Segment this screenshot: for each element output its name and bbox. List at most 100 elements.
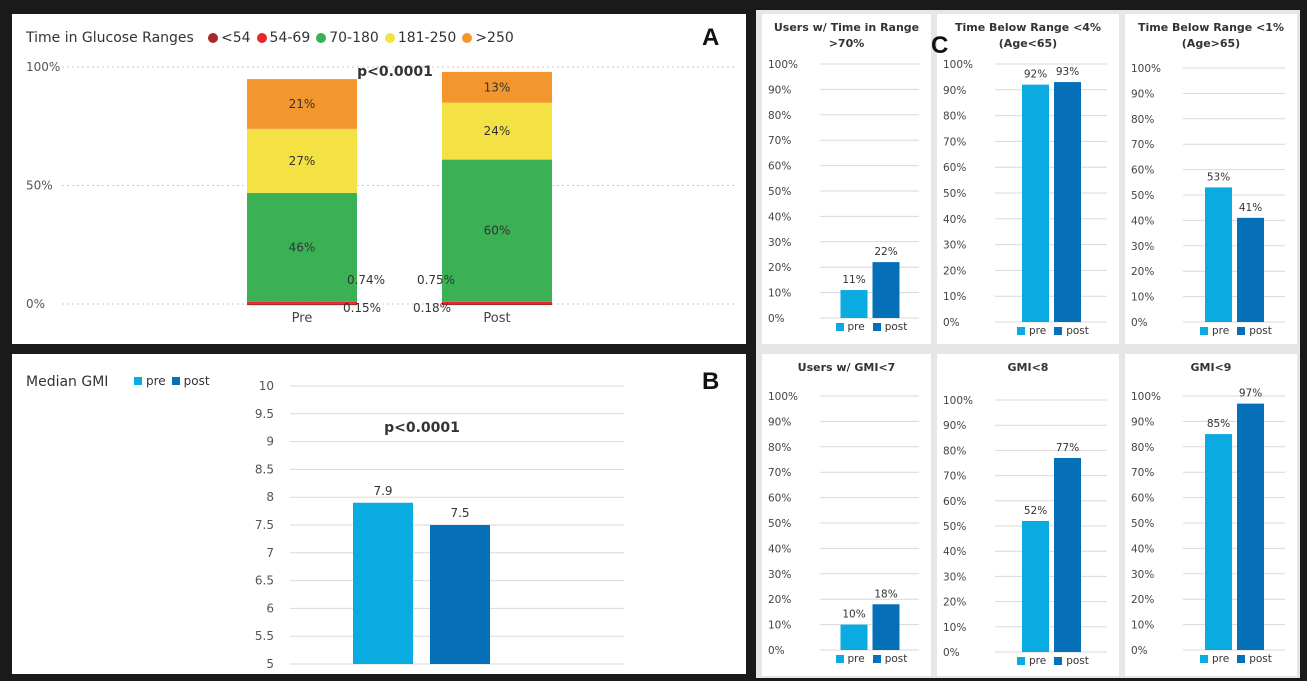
y-tick-label: 90% bbox=[768, 416, 791, 428]
mini-chart-plot: 100% 90% 80% 70% 60% 50% 40% 30% 20% 10% 0% 53% 41% bbox=[1131, 63, 1285, 329]
legend-label: pre bbox=[1029, 655, 1047, 667]
y-tick-label: 80% bbox=[768, 110, 791, 122]
legend-dot-icon bbox=[256, 33, 267, 43]
y-tick-label: 40% bbox=[943, 214, 966, 226]
y-tick-label: 30% bbox=[1131, 569, 1154, 581]
stack-segment bbox=[247, 192, 357, 302]
y-tick-label: 60% bbox=[768, 161, 791, 173]
y-tick-label: 70% bbox=[1131, 467, 1154, 479]
legend-label: <54 bbox=[221, 30, 251, 46]
y-tick-label: 0% bbox=[26, 297, 45, 311]
y-tick-label: 10% bbox=[768, 620, 791, 632]
legend-swatch-icon bbox=[872, 323, 881, 331]
y-tick-label: 100% bbox=[943, 395, 973, 407]
legend-label: post bbox=[1066, 325, 1089, 337]
legend-item: post bbox=[171, 374, 210, 388]
panel-a: Time in Glucose Ranges <54 54-69 70-180 181… bbox=[12, 14, 746, 344]
y-tick-label: 30% bbox=[1131, 241, 1154, 253]
stack-segment bbox=[247, 128, 357, 193]
legend-swatch-icon bbox=[134, 377, 142, 385]
y-tick-label: 70% bbox=[768, 467, 791, 479]
y-tick-label: 30% bbox=[768, 569, 791, 581]
legend-label: 181-250 bbox=[397, 30, 457, 46]
y-tick-label: 30% bbox=[768, 237, 791, 249]
y-tick-label: 40% bbox=[768, 211, 791, 223]
legend-swatch-icon bbox=[872, 655, 881, 663]
y-tick-label: 80% bbox=[768, 442, 791, 454]
legend-label: post bbox=[1066, 655, 1089, 667]
mini-chart-title: GMI<9 bbox=[1190, 361, 1232, 374]
p-value-annotation: p<0.0001 bbox=[357, 64, 433, 80]
y-tick-label: 50% bbox=[26, 179, 53, 193]
y-tick-label: 6.5 bbox=[255, 574, 274, 588]
legend-label: 70-180 bbox=[329, 30, 379, 46]
mini-chart-legend: pre post bbox=[1017, 655, 1097, 667]
y-tick-label: 7.5 bbox=[255, 518, 274, 532]
bar bbox=[840, 624, 868, 650]
stack-segment bbox=[442, 71, 552, 103]
y-tick-label: 80% bbox=[1131, 442, 1154, 454]
bar bbox=[1022, 84, 1049, 322]
y-tick-label: 8.5 bbox=[255, 462, 274, 476]
panel-b-legend: pre post bbox=[134, 374, 216, 388]
y-tick-label: 6 bbox=[266, 601, 274, 615]
y-tick-label: 0% bbox=[768, 313, 785, 325]
y-tick-label: 50% bbox=[1131, 518, 1154, 530]
y-tick-label: 0% bbox=[1131, 317, 1148, 329]
mini-chart-legend: pre post bbox=[1017, 325, 1097, 337]
y-tick-label: 100% bbox=[1131, 391, 1161, 403]
legend-item: post bbox=[1054, 325, 1089, 337]
p-value-annotation: p<0.0001 bbox=[384, 420, 460, 436]
y-tick-label: 0% bbox=[943, 647, 960, 659]
y-tick-label: 20% bbox=[1131, 266, 1154, 278]
legend-swatch-icon bbox=[1017, 657, 1025, 665]
data-label: 0.15% bbox=[343, 301, 381, 315]
stack-segment bbox=[247, 301, 357, 304]
y-tick-label: 90% bbox=[1131, 416, 1154, 428]
y-tick-label: 60% bbox=[768, 493, 791, 505]
y-tick-label: 50% bbox=[943, 188, 966, 200]
panel-b: Median GMI pre post B 10 9.5 9 8.5 8 7.5 7 6.5 6 5… bbox=[12, 354, 746, 674]
mini-chart-title: Time Below Range <1% bbox=[1138, 21, 1284, 34]
data-label: 24% bbox=[484, 124, 511, 138]
legend-label: post bbox=[884, 321, 908, 333]
legend-label: post bbox=[183, 374, 210, 388]
legend-item: pre bbox=[835, 321, 865, 333]
mini-chart-c1: Users w/ Time in Range >70% 100% 90% 80% 70% 6… bbox=[762, 14, 931, 344]
y-tick-label: 90% bbox=[943, 85, 966, 97]
data-label: 0.18% bbox=[413, 301, 451, 315]
data-label: 93% bbox=[1056, 66, 1079, 78]
bar bbox=[840, 290, 868, 318]
panel-b-chart: 10 9.5 9 8.5 8 7.5 7 6.5 6 5.5 5 7.9 7.5 p<0.0001 bbox=[255, 379, 624, 671]
y-tick-label: 20% bbox=[768, 262, 791, 274]
y-tick-label: 0% bbox=[1131, 645, 1148, 657]
data-label: 7.9 bbox=[373, 484, 392, 498]
mini-chart-title: Time Below Range <4% bbox=[955, 21, 1101, 34]
legend-item: pre bbox=[134, 374, 166, 388]
mini-chart-plot: 100% 90% 80% 70% 60% 50% 40% 30% 20% 10% 0% 92% 93% bbox=[943, 59, 1107, 329]
y-tick-label: 60% bbox=[943, 162, 966, 174]
legend-item: post bbox=[1237, 653, 1272, 665]
legend-swatch-icon bbox=[1200, 655, 1208, 663]
y-tick-label: 50% bbox=[768, 186, 791, 198]
mini-chart-title: >70% bbox=[828, 37, 865, 50]
y-tick-label: 30% bbox=[943, 240, 966, 252]
y-tick-label: 60% bbox=[1131, 165, 1154, 177]
y-tick-label: 10% bbox=[768, 288, 791, 300]
y-tick-label: 7 bbox=[266, 546, 274, 560]
legend-item: pre bbox=[1200, 653, 1229, 665]
legend-swatch-icon bbox=[835, 655, 844, 663]
mini-chart-legend: pre post bbox=[1200, 325, 1280, 337]
y-tick-label: 10% bbox=[1131, 620, 1154, 632]
legend-dot-icon bbox=[316, 33, 327, 43]
y-tick-label: 10% bbox=[943, 291, 966, 303]
stack-segment bbox=[442, 301, 552, 304]
y-tick-label: 20% bbox=[768, 594, 791, 606]
legend-label: post bbox=[884, 653, 908, 665]
legend-swatch-icon bbox=[1054, 657, 1063, 665]
y-tick-label: 5 bbox=[266, 657, 274, 671]
stack-segment bbox=[247, 79, 357, 129]
bar bbox=[1205, 187, 1232, 322]
y-tick-label: 5.5 bbox=[255, 629, 274, 643]
y-tick-label: 90% bbox=[943, 420, 966, 432]
